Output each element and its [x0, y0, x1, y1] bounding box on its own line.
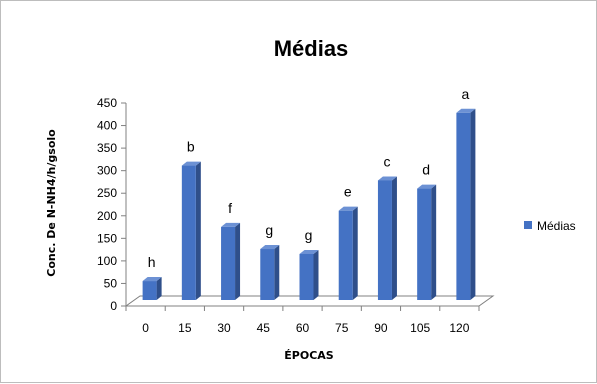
legend-label: Médias	[537, 219, 576, 233]
y-tick-label: 300	[97, 164, 117, 178]
bar	[456, 112, 471, 301]
bar	[417, 188, 432, 300]
bar	[221, 226, 236, 300]
bar-top	[299, 249, 319, 254]
y-tick-label: 450	[97, 96, 117, 110]
data-label: a	[461, 86, 469, 102]
bar-side	[470, 108, 476, 301]
y-tick-label: 100	[97, 254, 117, 268]
data-label: b	[187, 139, 195, 155]
axes: 0 50 100 150 200 250 300 350 400 450 0 15 30 45 60 75 90…	[97, 96, 495, 335]
bars: h b f g g e c d a	[142, 86, 476, 301]
y-tick-label: 150	[97, 231, 117, 245]
y-tick-label: 350	[97, 141, 117, 155]
y-tick-label: 50	[104, 276, 118, 290]
bar-side	[431, 184, 437, 300]
bar	[377, 180, 392, 300]
x-tick-label: 45	[257, 321, 271, 335]
bar	[181, 165, 196, 300]
x-axis-label: ÉPOCAS	[284, 349, 334, 362]
legend: Médias	[524, 219, 576, 233]
y-tick-label: 250	[97, 186, 117, 200]
x-tick-label: 75	[335, 321, 349, 335]
data-label: e	[344, 184, 352, 200]
data-label: h	[148, 254, 156, 270]
y-tick-label: 0	[110, 299, 117, 313]
y-axis-label: Conc. De N-NH4/h/gsolo	[45, 129, 58, 277]
data-label: g	[305, 227, 313, 243]
x-tick-label: 105	[410, 321, 430, 335]
bar-top	[417, 184, 437, 189]
bar	[142, 281, 157, 300]
bar-side	[235, 222, 241, 300]
bar-top	[338, 206, 358, 211]
bar-top	[456, 108, 476, 113]
chart-title: Médias	[274, 36, 349, 61]
bar-side	[391, 176, 397, 300]
bar-side	[313, 249, 319, 300]
bar-top	[260, 245, 280, 250]
data-label: f	[228, 200, 232, 216]
bar-top	[181, 161, 201, 166]
bar-side	[274, 245, 280, 300]
bar	[260, 249, 275, 300]
data-label: g	[265, 222, 273, 238]
data-label: d	[422, 162, 430, 178]
bar-top	[221, 222, 241, 227]
x-tick-label: 0	[142, 321, 149, 335]
x-tick-label: 120	[449, 321, 469, 335]
y-tick-label: 400	[97, 119, 117, 133]
x-tick-label: 30	[217, 321, 231, 335]
x-tick-label: 15	[178, 321, 192, 335]
bar	[338, 210, 353, 300]
x-tick-label: 60	[296, 321, 310, 335]
bar-top	[377, 176, 397, 181]
bar-top	[142, 277, 162, 282]
y-tick-label: 200	[97, 209, 117, 223]
bar	[299, 253, 314, 300]
data-label: c	[383, 153, 390, 169]
bar-side	[195, 161, 201, 300]
legend-swatch	[524, 221, 532, 229]
bar-side	[156, 277, 162, 300]
x-tick-label: 90	[374, 321, 388, 335]
bar-side	[352, 206, 358, 300]
